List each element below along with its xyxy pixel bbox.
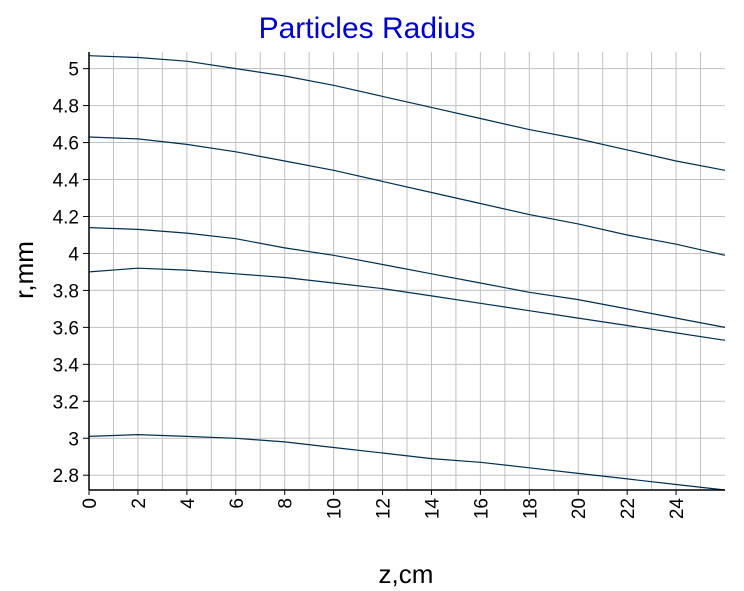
x-tick-label: 16 <box>471 498 492 519</box>
x-tick-label: 2 <box>129 498 150 509</box>
y-tick-label: 2.8 <box>53 466 79 487</box>
grid <box>89 52 725 490</box>
y-tick-label: 3.6 <box>53 318 79 339</box>
series-line-4 <box>88 267 726 341</box>
x-tick-label: 6 <box>227 498 248 509</box>
x-tick-label: 20 <box>569 498 590 519</box>
series-line-5 <box>88 433 726 491</box>
x-tick-label: 18 <box>520 498 541 519</box>
y-tick-label: 3.8 <box>53 281 79 302</box>
y-tick-label: 4.6 <box>53 134 79 155</box>
y-tick-label: 4.8 <box>53 97 79 118</box>
series-line-2 <box>88 136 726 256</box>
y-tick-label: 4 <box>68 244 79 265</box>
chart-title: Particles Radius <box>259 12 476 45</box>
x-tick-label: 14 <box>423 498 444 520</box>
x-tick-label: 0 <box>80 498 101 509</box>
x-tick-label: 12 <box>374 498 395 519</box>
y-axis-label: r,mm <box>9 241 39 299</box>
y-tick-labels: 2.8 3 3.2 3.4 3.6 3.8 4 4.2 4.4 4.6 4.8 5 <box>53 60 80 488</box>
x-tick-label: 8 <box>276 498 297 509</box>
x-tick-label: 10 <box>325 498 346 519</box>
y-tick-label: 4.4 <box>53 171 80 192</box>
series-line-3 <box>88 227 726 328</box>
y-tick-label: 3.4 <box>53 355 80 376</box>
x-tick-label: 24 <box>667 498 688 520</box>
y-tick-label: 3 <box>68 429 79 450</box>
x-tick-label: 22 <box>618 498 639 519</box>
series-lines <box>88 55 726 491</box>
y-tick-label: 3.2 <box>53 392 79 413</box>
y-tick-label: 5 <box>68 60 79 81</box>
axes <box>83 52 725 495</box>
x-tick-labels: 0 2 4 6 8 10 12 14 16 18 20 22 24 <box>80 498 688 520</box>
series-line-1 <box>88 55 726 171</box>
x-tick-label: 4 <box>178 498 199 509</box>
x-axis-label: z,cm <box>379 559 434 589</box>
y-tick-label: 4.2 <box>53 207 79 228</box>
